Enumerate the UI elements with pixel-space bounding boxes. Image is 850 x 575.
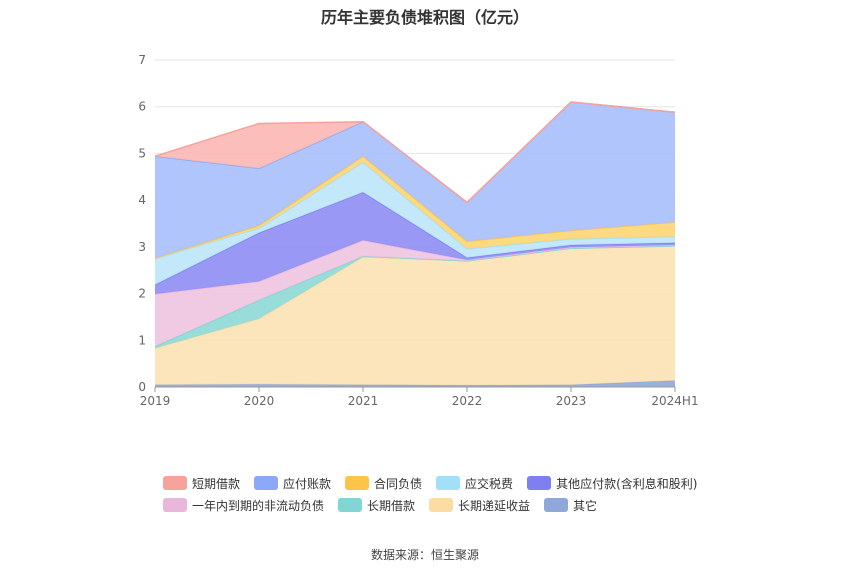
y-tick-label: 0 bbox=[138, 380, 146, 394]
legend-row: 一年内到期的非流动负债 长期借款 长期递延收益 其它 bbox=[163, 494, 743, 516]
y-tick-label: 4 bbox=[138, 193, 146, 207]
legend-swatch bbox=[254, 476, 279, 490]
y-tick-label: 1 bbox=[138, 333, 146, 347]
area-series-1 bbox=[155, 245, 675, 386]
legend-swatch bbox=[527, 476, 552, 490]
legend-label: 其它 bbox=[573, 498, 598, 513]
y-tick-label: 3 bbox=[138, 240, 146, 254]
x-tick-label: 2023 bbox=[556, 394, 587, 408]
legend-label: 短期借款 bbox=[192, 476, 241, 491]
data-source: 数据来源：恒生聚源 bbox=[370, 548, 479, 562]
legend-label: 应交税费 bbox=[465, 476, 514, 491]
legend-item[interactable]: 合同负债 bbox=[345, 475, 422, 492]
legend-swatch bbox=[544, 498, 569, 512]
legend-swatch bbox=[429, 498, 454, 512]
legend-item[interactable]: 其它 bbox=[544, 497, 597, 514]
legend-item[interactable]: 短期借款 bbox=[163, 475, 240, 492]
legend-swatch bbox=[338, 498, 363, 512]
legend-item[interactable]: 应付账款 bbox=[254, 475, 331, 492]
legend-item[interactable]: 长期借款 bbox=[338, 497, 415, 514]
x-tick-label: 2022 bbox=[452, 394, 483, 408]
area-series-5 bbox=[155, 162, 675, 285]
x-tick-label: 2024H1 bbox=[651, 394, 698, 408]
area-top-line-3 bbox=[154, 239, 676, 295]
legend-swatch bbox=[163, 476, 187, 490]
y-tick-label: 2 bbox=[138, 287, 146, 301]
chart-title: 历年主要负债堆积图（亿元） bbox=[320, 8, 529, 27]
legend-label: 长期递延收益 bbox=[458, 498, 531, 513]
y-tick-label: 5 bbox=[138, 146, 146, 160]
area-series-3 bbox=[155, 240, 675, 347]
legend-swatch bbox=[345, 476, 370, 490]
x-tick-label: 2019 bbox=[140, 394, 171, 408]
x-tick-label: 2021 bbox=[348, 394, 379, 408]
area-series-8 bbox=[155, 102, 675, 203]
legend-label: 其他应付款(含利息和股利) bbox=[556, 476, 698, 491]
legend-item[interactable]: 其他应付款(含利息和股利) bbox=[527, 475, 697, 492]
area-series-4 bbox=[155, 192, 675, 294]
area-top-line-8 bbox=[154, 101, 676, 204]
legend-row: 短期借款 应付账款 合同负债 应交税费 其他应付款(含利息和股利) bbox=[163, 472, 743, 494]
legend: 短期借款 应付账款 合同负债 应交税费 其他应付款(含利息和股利) 一年内到期的非流动负债… bbox=[163, 472, 743, 516]
legend-swatch bbox=[436, 476, 461, 490]
area-series-7 bbox=[155, 102, 675, 259]
legend-item[interactable]: 长期递延收益 bbox=[429, 497, 530, 514]
legend-label: 长期借款 bbox=[367, 498, 416, 513]
y-tick-label: 6 bbox=[138, 100, 146, 114]
legend-item[interactable]: 一年内到期的非流动负债 bbox=[163, 497, 324, 514]
legend-item[interactable]: 应交税费 bbox=[436, 475, 513, 492]
legend-label: 一年内到期的非流动负债 bbox=[192, 498, 325, 513]
y-tick-label: 7 bbox=[138, 53, 146, 67]
legend-label: 应付账款 bbox=[283, 476, 332, 491]
legend-swatch bbox=[163, 498, 187, 512]
x-tick-label: 2020 bbox=[244, 394, 275, 408]
legend-label: 合同负债 bbox=[374, 476, 423, 491]
stacked-area-chart: 0 1 2 3 4 5 6 7 2019 2020 2021 2022 2023 2024H1 bbox=[138, 53, 698, 408]
